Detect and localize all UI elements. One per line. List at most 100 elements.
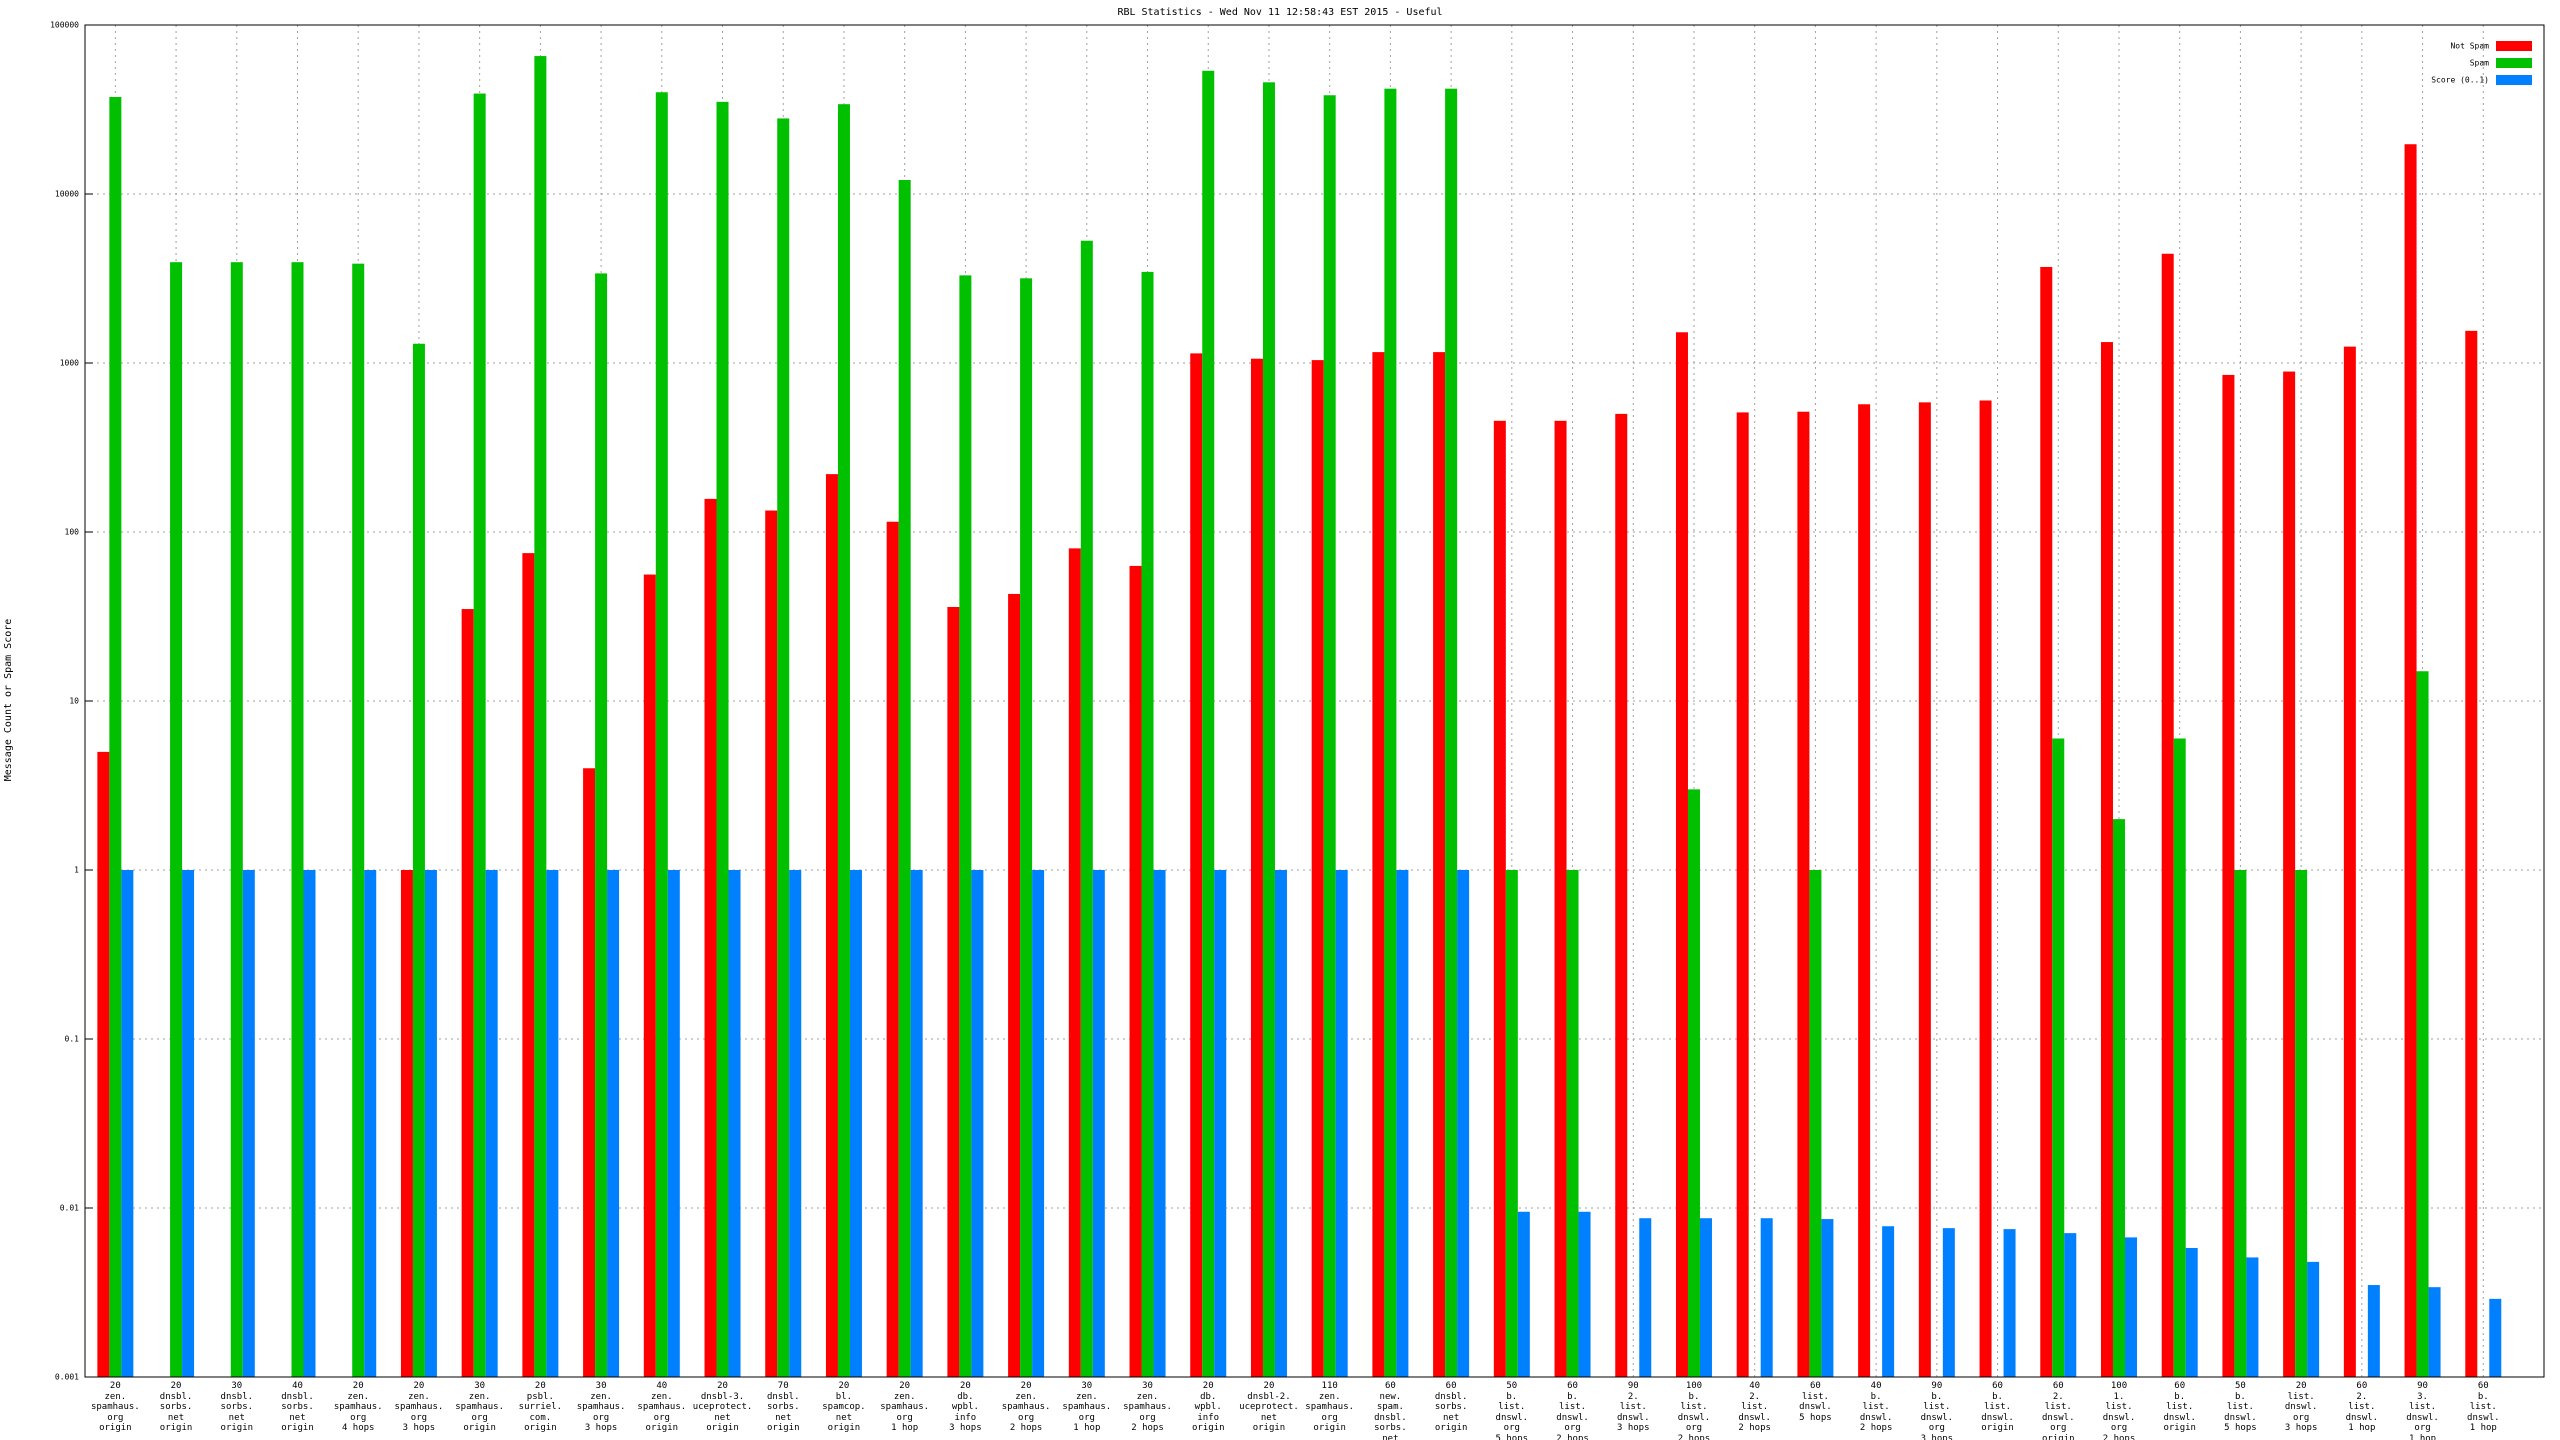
bar bbox=[2234, 870, 2247, 1377]
legend-label: Score (0..1) bbox=[2431, 76, 2489, 85]
x-tick-label: 60 list. dnswl. 5 hops bbox=[1799, 1381, 1832, 1423]
x-tick-label: 20 dnsbl-3. uceprotect. net origin bbox=[692, 1381, 753, 1433]
bar bbox=[2283, 371, 2296, 1377]
bar bbox=[546, 870, 559, 1377]
bar bbox=[1068, 548, 1081, 1377]
bar bbox=[1129, 565, 1142, 1377]
bar bbox=[242, 870, 255, 1377]
x-tick-label: 30 zen. spamhaus. org origin bbox=[455, 1381, 505, 1433]
bar bbox=[655, 92, 668, 1378]
bar bbox=[1760, 1218, 1773, 1377]
x-tick-label: 40 zen. spamhaus. org origin bbox=[637, 1381, 687, 1433]
plot-frame bbox=[84, 24, 2545, 1378]
bar bbox=[959, 275, 972, 1378]
bar bbox=[1323, 95, 1336, 1377]
x-tick-label: 60 dnsbl. sorbs. net origin bbox=[1434, 1381, 1468, 1433]
bar bbox=[230, 262, 243, 1378]
bar bbox=[485, 870, 498, 1377]
bar bbox=[2003, 1229, 2016, 1377]
bar bbox=[2246, 1257, 2259, 1377]
bar bbox=[1809, 870, 1822, 1377]
bar bbox=[1979, 400, 1992, 1377]
x-tick-label: 60 b. list. dnswl. org 2 hops bbox=[1556, 1381, 1589, 1440]
x-tick-label: 90 b. list. dnswl. org 3 hops bbox=[1920, 1381, 1954, 1440]
bar bbox=[2404, 144, 2417, 1377]
bar bbox=[121, 870, 134, 1377]
x-tick-label: 60 2. list. dnswl. 1 hop bbox=[2345, 1381, 2379, 1433]
y-tick-label: 0.001 bbox=[55, 1373, 79, 1382]
bar bbox=[643, 574, 656, 1377]
bar bbox=[1858, 404, 1871, 1377]
x-tick-label: 20 psbl. surriel. com. origin bbox=[518, 1381, 563, 1433]
y-tick-label: 0.1 bbox=[65, 1035, 80, 1044]
bar bbox=[473, 93, 486, 1378]
bar bbox=[2428, 1287, 2441, 1377]
bar bbox=[1445, 88, 1458, 1377]
bar bbox=[2040, 266, 2053, 1378]
bar bbox=[1092, 870, 1105, 1377]
x-tick-label: 20 dnsbl-2. uceprotect. net origin bbox=[1239, 1381, 1299, 1433]
x-tick-label: 20 db. wpbl. info 3 hops bbox=[949, 1381, 982, 1433]
bar bbox=[971, 870, 984, 1377]
bar bbox=[837, 104, 850, 1378]
bar bbox=[170, 262, 183, 1378]
bar bbox=[109, 96, 122, 1377]
bar bbox=[2052, 738, 2065, 1377]
bar bbox=[1882, 1226, 1895, 1377]
bar bbox=[1821, 1219, 1834, 1377]
bar bbox=[1311, 360, 1324, 1378]
y-tick-label: 1000 bbox=[60, 359, 79, 368]
bar bbox=[424, 870, 437, 1377]
bar bbox=[1699, 1218, 1712, 1377]
bar bbox=[2064, 1233, 2077, 1377]
bar bbox=[704, 498, 717, 1377]
x-tick-label: 90 2. list. dnswl. 3 hops bbox=[1616, 1381, 1650, 1433]
legend-swatch bbox=[2496, 58, 2532, 68]
bar bbox=[1020, 278, 1033, 1377]
bar bbox=[825, 474, 838, 1377]
bar bbox=[522, 553, 535, 1377]
bar bbox=[2416, 671, 2429, 1377]
x-tick-label: 20 zen. spamhaus. org origin bbox=[90, 1381, 140, 1433]
bar bbox=[1250, 358, 1263, 1378]
y-tick-label: 10000 bbox=[55, 190, 79, 199]
bar bbox=[1457, 870, 1470, 1377]
x-tick-label: 20 db. wpbl. info origin bbox=[1191, 1381, 1225, 1433]
bar bbox=[1615, 413, 1628, 1378]
x-tick-label: 30 zen. spamhaus. org 1 hop bbox=[1062, 1381, 1112, 1433]
x-tick-label: 50 b. list. dnswl. 5 hops bbox=[2224, 1381, 2257, 1433]
legend-label: Not Spam bbox=[2450, 42, 2489, 51]
bar bbox=[2185, 1247, 2198, 1377]
x-tick-label: 90 3. list. dnswl. org 1 hop bbox=[2406, 1381, 2439, 1440]
x-tick-label: 30 zen. spamhaus. org 3 hops bbox=[576, 1381, 626, 1433]
bar bbox=[947, 606, 960, 1377]
legend-swatch bbox=[2496, 75, 2532, 85]
x-tick-label: 40 dnsbl. sorbs. net origin bbox=[281, 1381, 314, 1433]
bar bbox=[1372, 352, 1385, 1378]
bar bbox=[2112, 819, 2125, 1377]
bar bbox=[303, 870, 316, 1377]
bar bbox=[849, 870, 862, 1377]
x-tick-label: 100 1. list. dnswl. org 2 hops bbox=[2102, 1381, 2136, 1440]
bar bbox=[607, 870, 620, 1377]
y-tick-label: 0.01 bbox=[60, 1204, 79, 1213]
bar bbox=[2307, 1261, 2320, 1377]
bar bbox=[789, 870, 802, 1377]
x-tick-label: 20 zen. spamhaus. org 4 hops bbox=[333, 1381, 383, 1433]
x-tick-label: 20 zen. spamhaus. org 3 hops bbox=[394, 1381, 444, 1433]
y-tick-label: 1 bbox=[74, 866, 79, 875]
bar bbox=[1736, 412, 1749, 1377]
bar bbox=[583, 768, 596, 1377]
legend-swatch bbox=[2496, 41, 2532, 51]
legend-label: Spam bbox=[2470, 59, 2489, 68]
bar bbox=[667, 870, 680, 1377]
bar bbox=[1517, 1211, 1530, 1377]
bar bbox=[2173, 738, 2186, 1377]
x-tick-label: 30 dnsbl. sorbs. net origin bbox=[220, 1381, 254, 1433]
bar bbox=[1335, 870, 1348, 1377]
x-tick-label: 30 zen. spamhaus. org 2 hops bbox=[1123, 1381, 1172, 1433]
x-tick-label: 20 dnsbl. sorbs. net origin bbox=[159, 1381, 193, 1433]
x-tick-label: 60 new. spam. dnsbl. sorbs. net origin bbox=[1374, 1381, 1407, 1440]
